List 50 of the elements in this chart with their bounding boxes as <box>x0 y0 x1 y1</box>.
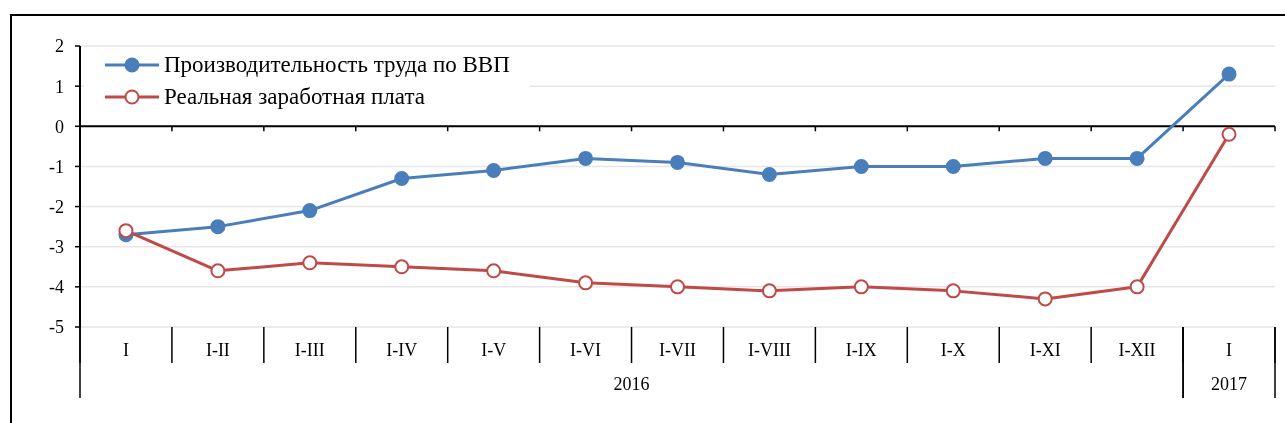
x-tick-label: I-IX <box>845 340 877 360</box>
x-tick-label: I <box>122 340 129 360</box>
point <box>1221 66 1237 82</box>
point <box>670 279 685 295</box>
point <box>1221 126 1237 142</box>
text: 2017 <box>1211 374 1248 394</box>
x-tick-label: I-II <box>205 340 230 360</box>
point <box>578 275 594 291</box>
point <box>1037 150 1053 166</box>
text: 2016 <box>613 374 650 394</box>
point <box>761 283 777 299</box>
point <box>945 158 961 174</box>
point <box>210 219 226 235</box>
point <box>394 170 410 186</box>
point <box>1129 279 1145 295</box>
legend-label: Производительность труда по ВВП <box>164 52 510 78</box>
x-tick-label: I-X <box>940 340 966 360</box>
point <box>302 255 318 271</box>
point <box>578 150 594 166</box>
y-tick-label: 0 <box>55 116 64 137</box>
point <box>486 263 502 279</box>
x-tick-label: I-XI <box>1029 340 1061 360</box>
y-tick-label: -5 <box>49 317 64 338</box>
x-tick-label: I-XII <box>1118 340 1156 360</box>
x-tick-label: I-III <box>294 340 325 360</box>
x-tick-label: I-V <box>481 340 507 360</box>
x-tick-label: I <box>1226 340 1233 360</box>
x-tick-label: I-VII <box>659 340 696 360</box>
point <box>853 279 869 295</box>
y-tick-label: -2 <box>49 196 64 217</box>
x-tick-label: I-VIII <box>747 340 791 360</box>
point <box>210 263 226 279</box>
legend-label: Реальная заработная плата <box>164 84 425 110</box>
point <box>302 203 318 219</box>
x-tick-label: I-VI <box>570 340 602 360</box>
point <box>670 154 685 170</box>
y-tick-label: -3 <box>49 237 64 258</box>
y-tick-label: 1 <box>55 76 64 97</box>
point <box>394 259 410 275</box>
point <box>853 158 869 174</box>
point <box>945 283 961 299</box>
point <box>1037 291 1053 307</box>
x-tick-label: I-IV <box>386 340 418 360</box>
point <box>1129 150 1145 166</box>
point <box>761 166 777 182</box>
y-tick-label: -1 <box>49 156 64 177</box>
y-tick-label: 2 <box>55 36 64 57</box>
point <box>486 162 502 178</box>
y-tick-label: -4 <box>49 277 64 298</box>
point <box>118 223 134 239</box>
